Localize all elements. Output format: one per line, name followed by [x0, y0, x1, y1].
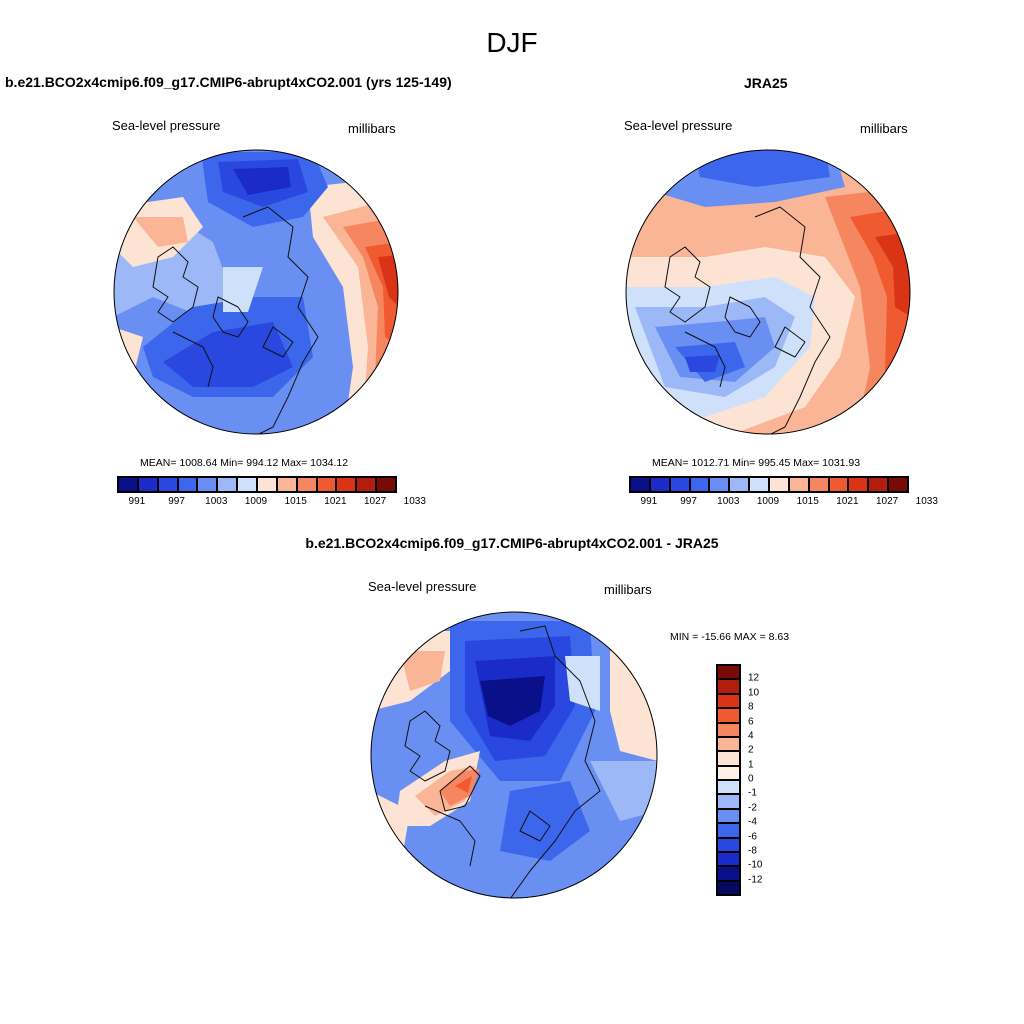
colorbar-tick-label: 1033 — [915, 496, 938, 507]
colorbar-swatch — [717, 722, 740, 737]
colorbar-tick-label: -8 — [748, 845, 757, 857]
colorbar-tick-label: -6 — [748, 831, 757, 842]
obs-units-label: millibars — [860, 121, 908, 136]
colorbar-swatch — [118, 477, 138, 492]
colorbar-swatch — [717, 866, 740, 881]
colorbar-tick-label: 1003 — [717, 496, 740, 507]
colorbar-swatch — [848, 477, 869, 492]
model-colorbar — [117, 476, 397, 493]
model-colorbar-ticks: 991 997 1003 1009 1015 1021 1027 1033 — [117, 496, 426, 510]
colorbar-swatch — [177, 477, 198, 492]
colorbar-swatch — [669, 477, 690, 492]
page-title: DJF — [486, 27, 538, 58]
colorbar-tick-label: 1003 — [205, 496, 228, 507]
obs-map — [625, 149, 911, 435]
colorbar-tick-label: 6 — [748, 716, 754, 727]
colorbar-tick-label: 1 — [748, 759, 754, 771]
colorbar-swatch — [717, 851, 740, 867]
colorbar-swatch — [888, 477, 909, 492]
colorbar-tick-label: 12 — [748, 672, 760, 684]
colorbar-tick-label: 1015 — [284, 496, 307, 507]
diff-map — [370, 611, 658, 899]
colorbar-tick-label: 1015 — [796, 496, 819, 507]
colorbar-swatch — [729, 477, 750, 492]
colorbar-tick-label: -12 — [748, 874, 763, 886]
colorbar-swatch — [237, 477, 258, 492]
colorbar-swatch — [717, 880, 740, 895]
colorbar-tick-label: 10 — [748, 687, 760, 699]
colorbar-swatch — [717, 665, 740, 680]
colorbar-swatch — [769, 477, 789, 492]
colorbar-swatch — [316, 477, 337, 492]
colorbar-swatch — [157, 477, 178, 492]
diff-colorbar — [716, 664, 741, 896]
colorbar-tick-label: 991 — [640, 496, 658, 507]
obs-colorbar — [629, 476, 909, 493]
diff-units-label: millibars — [604, 582, 652, 597]
colorbar-swatch — [137, 477, 158, 492]
diff-stats-label: MIN = -15.66 MAX = 8.63 — [670, 631, 790, 643]
colorbar-tick-label: 1033 — [403, 496, 426, 507]
colorbar-swatch — [717, 736, 740, 752]
diff-variable-label: Sea-level pressure — [368, 579, 477, 594]
colorbar-swatch — [828, 477, 849, 492]
obs-panel-title: JRA25 — [744, 75, 788, 91]
colorbar-tick-label: -2 — [748, 802, 757, 814]
colorbar-swatch — [630, 477, 650, 492]
colorbar-swatch — [808, 477, 829, 492]
model-map — [113, 149, 399, 435]
colorbar-swatch — [709, 477, 730, 492]
model-panel-title: b.e21.BCO2x4cmip6.f09_g17.CMIP6-abrupt4x… — [5, 74, 452, 90]
colorbar-tick-label: 1021 — [836, 496, 859, 507]
colorbar-swatch — [749, 477, 770, 492]
colorbar-swatch — [717, 765, 740, 780]
colorbar-swatch — [717, 808, 740, 824]
colorbar-swatch — [717, 823, 740, 838]
colorbar-tick-label: 1027 — [363, 496, 387, 507]
colorbar-swatch — [717, 780, 740, 795]
colorbar-swatch — [717, 708, 740, 723]
colorbar-swatch — [689, 477, 710, 492]
colorbar-tick-label: -10 — [748, 859, 763, 871]
obs-stats-label: MEAN= 1012.71 Min= 995.45 Max= 1031.93 — [652, 457, 861, 469]
colorbar-tick-label: 1009 — [244, 496, 268, 507]
colorbar-swatch — [788, 477, 809, 492]
colorbar-tick-label: -4 — [748, 816, 757, 828]
colorbar-swatch — [717, 679, 740, 694]
colorbar-tick-label: -1 — [748, 787, 757, 799]
diff-colorbar-ticks: 12 10 8 6 4 2 1 0 -1 -2 -4 -6 -8 -10 -12 — [748, 664, 778, 894]
colorbar-swatch — [868, 477, 889, 492]
colorbar-swatch — [717, 837, 740, 852]
colorbar-tick-label: 0 — [748, 773, 754, 785]
colorbar-tick-label: 1009 — [756, 496, 780, 507]
diff-panel-title: b.e21.BCO2x4cmip6.f09_g17.CMIP6-abrupt4x… — [305, 535, 719, 551]
colorbar-tick-label: 4 — [748, 730, 754, 742]
colorbar-swatch — [717, 751, 740, 766]
colorbar-swatch — [336, 477, 357, 492]
colorbar-swatch — [276, 477, 297, 492]
colorbar-tick-label: 1027 — [875, 496, 899, 507]
colorbar-tick-label: 997 — [680, 496, 697, 507]
colorbar-swatch — [717, 693, 740, 709]
obs-variable-label: Sea-level pressure — [624, 118, 733, 133]
colorbar-swatch — [376, 477, 397, 492]
obs-colorbar-ticks: 991 997 1003 1009 1015 1021 1027 1033 — [629, 496, 938, 510]
colorbar-tick-label: 1021 — [324, 496, 347, 507]
colorbar-swatch — [717, 794, 740, 809]
model-variable-label: Sea-level pressure — [112, 118, 221, 133]
colorbar-tick-label: 991 — [128, 496, 146, 507]
colorbar-tick-label: 2 — [748, 744, 754, 756]
colorbar-swatch — [649, 477, 670, 492]
colorbar-swatch — [217, 477, 238, 492]
colorbar-swatch — [356, 477, 377, 492]
colorbar-tick-label: 8 — [748, 701, 754, 713]
colorbar-swatch — [197, 477, 218, 492]
colorbar-swatch — [296, 477, 317, 492]
model-stats-label: MEAN= 1008.64 Min= 994.12 Max= 1034.12 — [140, 457, 349, 469]
colorbar-swatch — [257, 477, 277, 492]
model-units-label: millibars — [348, 121, 396, 136]
colorbar-tick-label: 997 — [168, 496, 185, 507]
